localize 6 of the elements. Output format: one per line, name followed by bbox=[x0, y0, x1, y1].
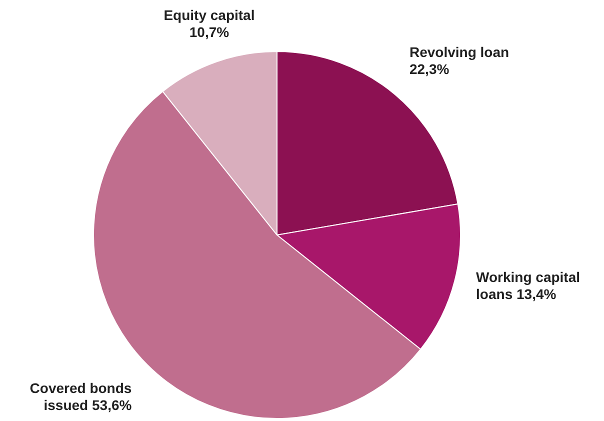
data-label: 22,3% bbox=[409, 60, 450, 77]
slice-label: Covered bonds issued 53,6% bbox=[30, 380, 132, 414]
data-label: 10,7% bbox=[189, 24, 230, 40]
slice-label: Revolving loan bbox=[409, 44, 510, 60]
slice-label: Equity capital bbox=[164, 6, 255, 23]
slice-label: Working capital loans 13,4% bbox=[476, 268, 580, 302]
